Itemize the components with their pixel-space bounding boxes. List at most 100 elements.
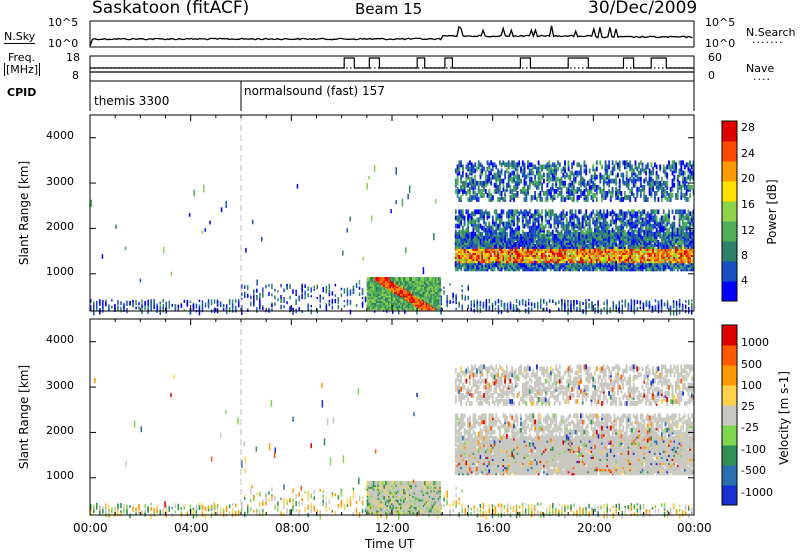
heatmap-cell: [645, 225, 647, 231]
heatmap-cell: [630, 304, 633, 311]
heatmap-cell: [611, 160, 614, 166]
heatmap-cell: [506, 221, 508, 227]
heatmap-cell: [555, 227, 558, 233]
heatmap-cell: [602, 221, 605, 227]
heatmap-cell: [646, 162, 649, 168]
heatmap-cell: [491, 231, 494, 237]
heatmap-cell: [578, 250, 580, 255]
heatmap-cell: [631, 164, 633, 170]
heatmap-cell: [604, 244, 607, 249]
heatmap-cell: [241, 292, 243, 296]
heatmap-cell: [483, 235, 485, 241]
heatmap-cell: [553, 233, 556, 239]
heatmap-cell: [594, 213, 596, 219]
heatmap-cell: [673, 174, 676, 180]
heatmap-cell: [512, 307, 515, 310]
heatmap-cell: [583, 225, 586, 231]
heatmap-cell: [316, 284, 318, 290]
heatmap-cell: [534, 174, 536, 180]
heatmap-cell: [534, 178, 536, 184]
heatmap-cell: [639, 193, 642, 198]
heatmap-cell: [624, 195, 626, 200]
nave-steps: [90, 57, 694, 69]
heatmap-cell: [611, 186, 614, 192]
heatmap-cell: [250, 301, 252, 307]
heatmap-cell: [488, 305, 491, 312]
heatmap-cell: [578, 223, 580, 229]
heatmap-cell: [513, 229, 515, 235]
heatmap-cell: [654, 180, 656, 186]
heatmap-cell: [481, 250, 484, 255]
heatmap-cell: [298, 295, 300, 298]
heatmap-cell: [641, 254, 644, 260]
heatmap-cell: [569, 170, 572, 176]
heatmap-cell: [564, 223, 566, 229]
heatmap-cell: [506, 308, 509, 311]
heatmap-cell: [565, 186, 568, 192]
heatmap-cell: [476, 217, 478, 223]
heatmap-cell: [608, 189, 610, 194]
heatmap-cell: [579, 301, 581, 307]
heatmap-cell: [652, 178, 654, 184]
heatmap-cell: [500, 178, 503, 184]
heatmap-cell: [340, 287, 343, 291]
heatmap-cell: [259, 292, 261, 299]
heatmap-cell: [319, 297, 321, 300]
heatmap-cell: [550, 164, 552, 170]
heatmap-cell: [613, 164, 616, 170]
heatmap-cell: [521, 299, 524, 305]
heatmap-cell: [516, 209, 519, 215]
heatmap-cell: [328, 289, 331, 294]
heatmap-cell: [595, 221, 598, 227]
heatmap-cell: [659, 231, 662, 237]
heatmap-cell: [521, 246, 524, 251]
heatmap-cell: [380, 277, 382, 282]
heatmap-cell: [493, 235, 496, 241]
heatmap-cell: [437, 277, 440, 282]
heatmap-cell: [578, 240, 580, 245]
heatmap-cell: [204, 302, 207, 306]
heatmap-cell: [646, 244, 649, 249]
heatmap-cell: [662, 209, 665, 215]
heatmap-cell: [550, 209, 552, 215]
heatmap-cell: [599, 172, 602, 178]
heatmap-cell: [472, 211, 475, 217]
heatmap-cell: [198, 306, 201, 312]
heatmap-cell: [655, 215, 658, 221]
heatmap-cell: [96, 300, 98, 307]
heatmap-cell: [578, 231, 580, 237]
heatmap-cell: [548, 176, 551, 182]
heatmap-cell: [525, 213, 528, 219]
heatmap-cell: [533, 302, 536, 309]
heatmap-cell: [259, 298, 261, 303]
heatmap-cell: [474, 184, 477, 190]
heatmap-cell: [604, 176, 607, 182]
heatmap-cell: [629, 160, 632, 166]
heatmap-cell: [539, 170, 542, 176]
heatmap-cell: [573, 305, 575, 310]
heatmap-cell: [474, 209, 477, 215]
heatmap-cell: [325, 289, 328, 294]
heatmap-cell: [458, 219, 461, 225]
heatmap-cell: [513, 193, 515, 198]
heatmap-cell: [352, 289, 355, 294]
heatmap-cell: [557, 193, 559, 198]
heatmap-cell: [608, 235, 610, 241]
heatmap-cell: [553, 248, 556, 253]
heatmap-cell: [659, 164, 662, 170]
heatmap-cell: [565, 195, 568, 200]
heatmap-cell: [509, 162, 512, 168]
heatmap-cell: [413, 277, 416, 282]
heatmap-cell: [310, 305, 312, 308]
heatmap-cell: [622, 240, 625, 245]
heatmap-cell: [630, 300, 633, 305]
heatmap-cell: [484, 258, 487, 264]
heatmap-cell: [587, 180, 589, 186]
heatmap-cell: [602, 193, 605, 198]
heatmap-cell: [482, 305, 485, 309]
heatmap-cell: [657, 197, 660, 202]
heatmap-cell: [657, 244, 660, 249]
heatmap-cell: [613, 246, 616, 251]
heatmap-cell: [669, 309, 672, 316]
heatmap-cell: [550, 238, 552, 243]
